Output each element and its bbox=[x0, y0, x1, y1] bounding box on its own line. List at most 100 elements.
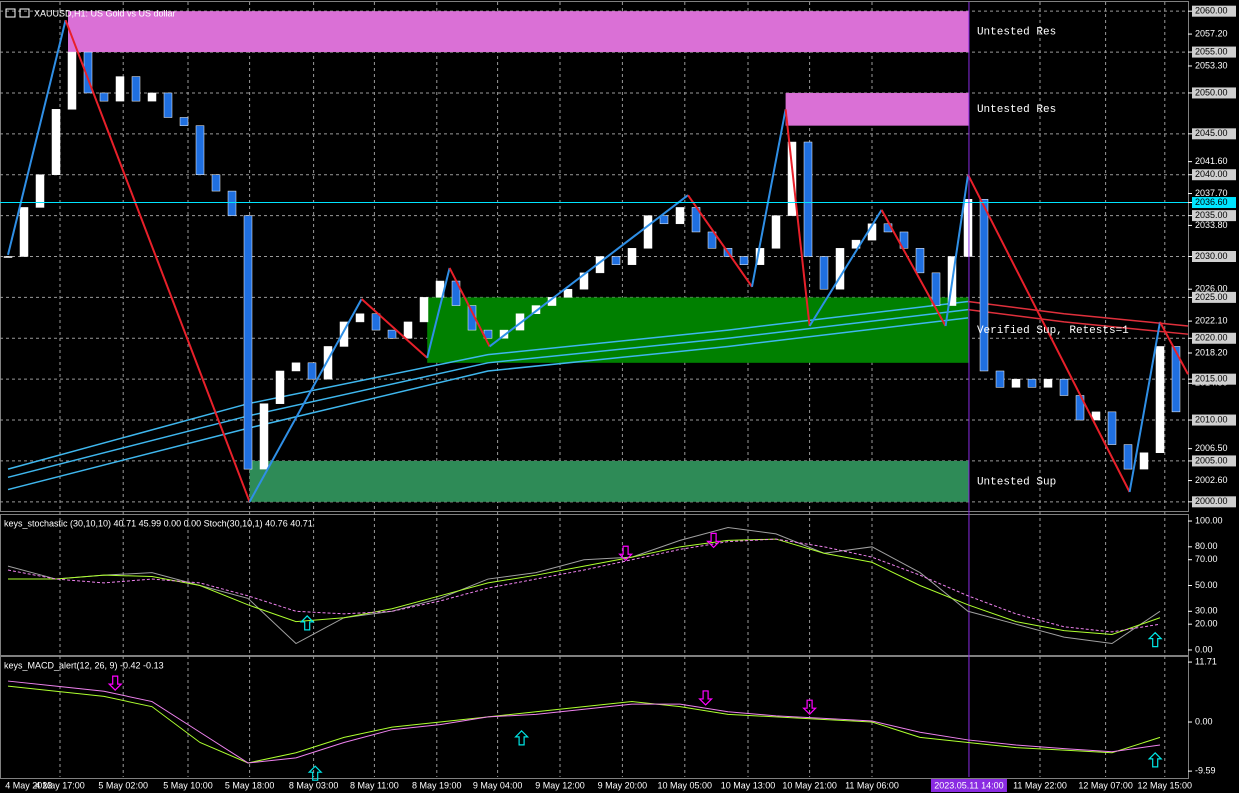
y-tick-label: 2036.60 bbox=[1195, 197, 1228, 207]
signal-arrow bbox=[698, 690, 714, 706]
y-tick-label: 2010.00 bbox=[1195, 414, 1228, 424]
symbol-icon bbox=[5, 8, 30, 18]
moving-average bbox=[7, 308, 969, 479]
y-tick-label: 20.00 bbox=[1195, 619, 1218, 629]
candle bbox=[1059, 378, 1069, 396]
x-tick-label: 9 May 04:00 bbox=[473, 780, 523, 790]
y-tick-label: 2022.10 bbox=[1195, 315, 1228, 325]
tick-box bbox=[1192, 210, 1236, 222]
y-tick-label: 2005.00 bbox=[1195, 455, 1228, 465]
candle bbox=[915, 248, 925, 274]
candle bbox=[563, 288, 573, 298]
moving-average bbox=[7, 317, 969, 491]
x-tick-label: 10 May 13:00 bbox=[721, 780, 776, 790]
y-tick-label: 2006.50 bbox=[1195, 443, 1228, 453]
candle bbox=[979, 199, 989, 372]
tick-box bbox=[1192, 455, 1236, 467]
candle bbox=[355, 313, 365, 323]
candle bbox=[1011, 378, 1021, 388]
candle bbox=[963, 199, 973, 257]
candle bbox=[659, 215, 669, 225]
zigzag-segment bbox=[488, 194, 689, 348]
candle bbox=[275, 370, 285, 404]
tick-box bbox=[1192, 46, 1236, 58]
candle bbox=[211, 174, 221, 192]
candle bbox=[627, 248, 637, 265]
y-tick-label: 2041.60 bbox=[1195, 156, 1228, 166]
x-tick-label: 12 May 07:00 bbox=[1078, 780, 1133, 790]
marker-label: 2023.05.11 14:00 bbox=[934, 780, 1003, 790]
y-tick-label: 2015.00 bbox=[1195, 374, 1228, 384]
indicator-line bbox=[8, 538, 1161, 636]
tick-box bbox=[1192, 169, 1236, 181]
zone-label: Untested Res bbox=[977, 27, 1056, 39]
candle bbox=[371, 313, 381, 331]
candle bbox=[115, 76, 125, 102]
candle bbox=[99, 92, 109, 102]
signal-arrow bbox=[618, 545, 634, 562]
candle bbox=[531, 305, 541, 314]
candle bbox=[931, 272, 941, 306]
tick-box bbox=[1192, 291, 1236, 303]
tick-box bbox=[1192, 414, 1236, 426]
candle bbox=[195, 125, 205, 175]
x-tick-label: 10 May 21:00 bbox=[782, 780, 837, 790]
signal-arrow bbox=[1147, 752, 1163, 768]
x-tick-label: 5 May 18:00 bbox=[225, 780, 275, 790]
candle bbox=[707, 231, 717, 249]
pane-border bbox=[0, 655, 1189, 779]
y-tick-label: 2033.80 bbox=[1195, 220, 1228, 230]
signal-arrow bbox=[706, 532, 722, 549]
candle bbox=[1123, 444, 1133, 470]
y-tick-label: 2040.00 bbox=[1195, 169, 1228, 179]
zigzag-segment bbox=[248, 298, 363, 503]
candle bbox=[51, 109, 61, 175]
moving-average bbox=[967, 300, 1189, 327]
y-tick-label: 2045.00 bbox=[1195, 128, 1228, 138]
zigzag-segment bbox=[751, 109, 787, 287]
pane-title: keys_stochastic (30,10,10) 40.71 45.99 0… bbox=[4, 518, 313, 528]
y-tick-label: 2060.00 bbox=[1195, 6, 1228, 16]
x-tick-label: 4 May 17:00 bbox=[35, 780, 85, 790]
x-tick-label: 8 May 03:00 bbox=[289, 780, 339, 790]
x-tick-label: 11 May 22:00 bbox=[1013, 780, 1067, 790]
y-tick-label: 2018.20 bbox=[1195, 347, 1228, 357]
candle bbox=[579, 272, 589, 290]
indicator-line bbox=[7, 685, 1161, 764]
indicator-line bbox=[7, 680, 1161, 764]
zigzag-segment bbox=[448, 267, 491, 347]
candle bbox=[307, 362, 317, 380]
moving-average bbox=[967, 308, 1189, 335]
y-tick-label: 2026.00 bbox=[1195, 284, 1228, 294]
tick-box bbox=[1192, 5, 1236, 17]
candle bbox=[1107, 411, 1117, 445]
candle bbox=[739, 256, 749, 265]
zigzag-segment bbox=[808, 209, 883, 327]
candle bbox=[403, 321, 413, 339]
pane-title: keys_MACD_alert(12, 26, 9) -0.42 -0.13 bbox=[4, 660, 164, 670]
tick-box bbox=[1192, 197, 1236, 209]
x-tick-label: 8 May 11:00 bbox=[350, 780, 399, 790]
candle bbox=[819, 256, 829, 290]
candle bbox=[339, 321, 349, 347]
x-tick-label: 5 May 10:00 bbox=[163, 780, 213, 790]
candle bbox=[291, 362, 301, 372]
zigzag-segment bbox=[944, 174, 969, 327]
zigzag-segment bbox=[880, 209, 947, 327]
candle bbox=[1091, 411, 1101, 421]
y-tick-label: 2030.00 bbox=[1195, 251, 1228, 261]
candle bbox=[147, 92, 157, 102]
signal-arrow bbox=[307, 765, 323, 781]
tick-box bbox=[1192, 251, 1236, 262]
tick-box bbox=[1192, 87, 1236, 99]
candle bbox=[611, 256, 621, 265]
candle bbox=[163, 92, 173, 118]
tick-box bbox=[1192, 496, 1236, 508]
candle bbox=[1027, 378, 1037, 388]
zone-label: Untested Sup bbox=[977, 476, 1056, 488]
zigzag-segment bbox=[687, 194, 753, 288]
candle bbox=[67, 51, 77, 110]
signal-arrow bbox=[514, 730, 530, 746]
candle bbox=[227, 190, 237, 216]
y-tick-label: 2055.00 bbox=[1195, 46, 1228, 56]
